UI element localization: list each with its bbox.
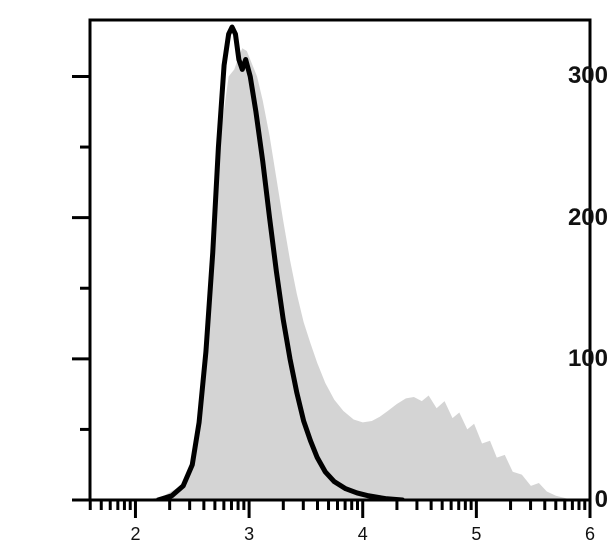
chart-canvas xyxy=(0,0,608,545)
x-tick-label: 3 xyxy=(244,524,254,545)
flow-cytometry-histogram: 0 100 200 300 2 3 4 5 6 xyxy=(0,0,608,545)
x-tick-label: 4 xyxy=(358,524,368,545)
y-tick-label: 0 xyxy=(542,486,608,514)
x-tick-label: 2 xyxy=(130,524,140,545)
y-tick-label: 100 xyxy=(542,345,608,373)
x-tick-label: 6 xyxy=(585,524,595,545)
y-tick-label: 300 xyxy=(542,62,608,90)
y-tick-label: 200 xyxy=(542,204,608,232)
x-tick-label: 5 xyxy=(471,524,481,545)
